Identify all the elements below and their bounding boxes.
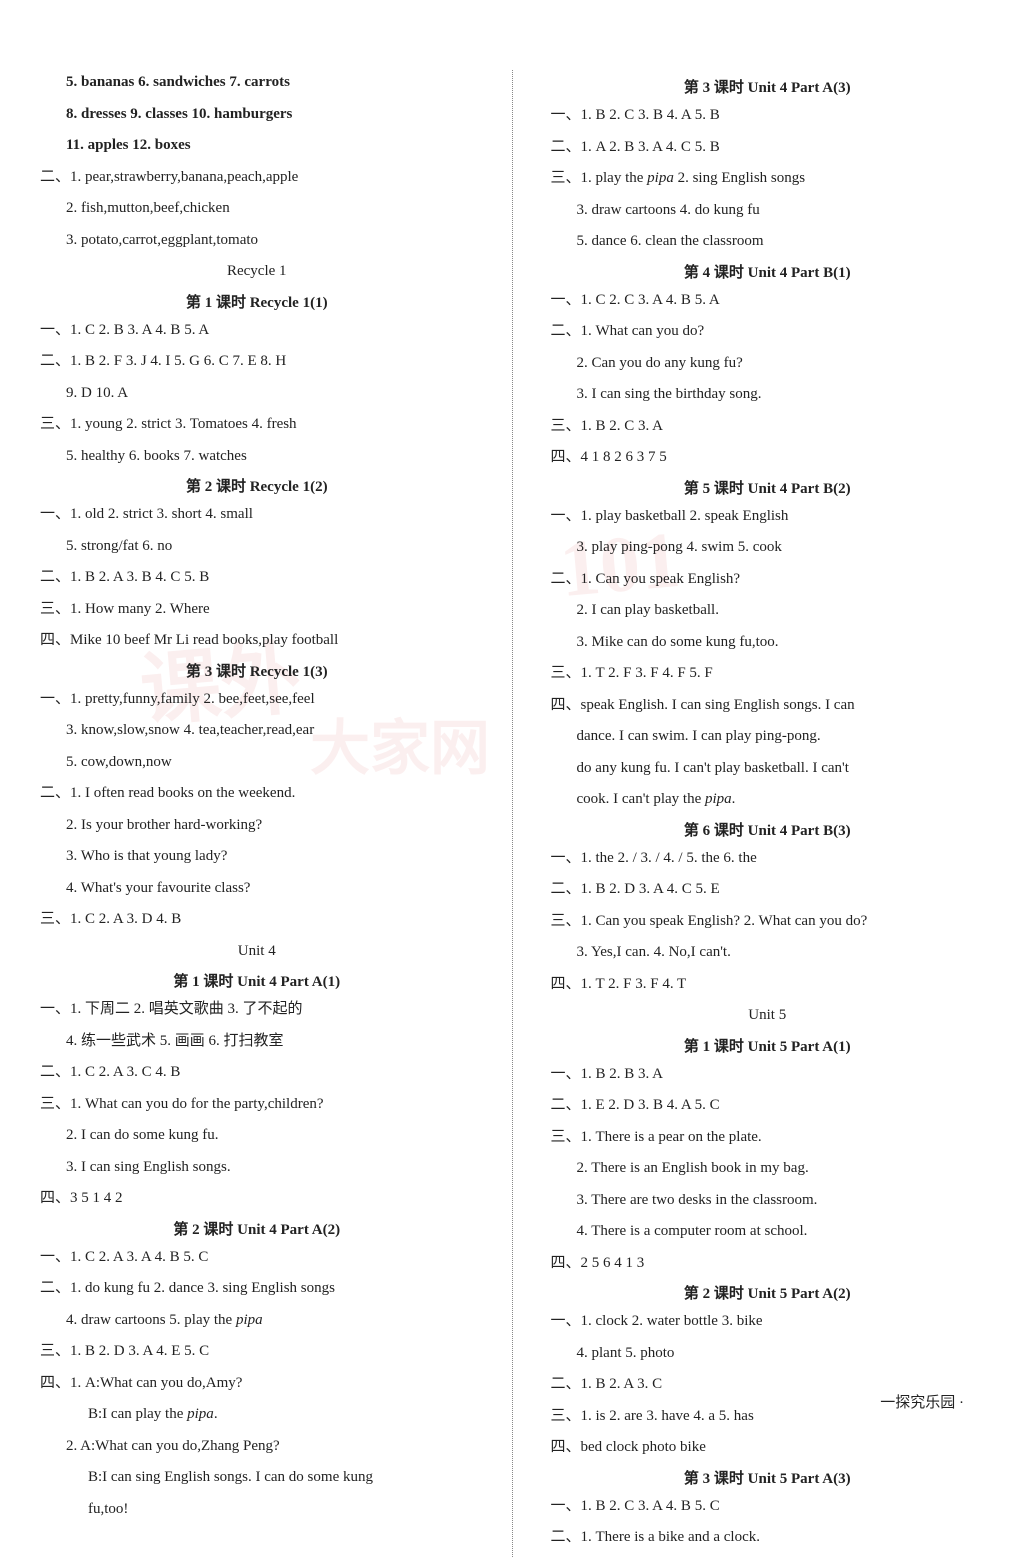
answer-line: 4. What's your favourite class? xyxy=(40,876,474,902)
answer-line: 四、bed clock photo bike xyxy=(551,1435,985,1461)
answer-line: 四、1. A:What can you do,Amy? xyxy=(40,1371,474,1397)
lesson-heading: 第 1 课时 Unit 5 Part A(1) xyxy=(551,1035,985,1056)
answer-line: 三、1. How many 2. Where xyxy=(40,597,474,623)
answer-line: 四、3 5 1 4 2 xyxy=(40,1186,474,1212)
answer-line: 4. 练一些武术 5. 画画 6. 打扫教室 xyxy=(40,1029,474,1055)
lesson-heading: 第 1 课时 Recycle 1(1) xyxy=(40,291,474,312)
answer-line: 5. healthy 6. books 7. watches xyxy=(40,444,474,470)
right-column: 第 3 课时 Unit 4 Part A(3) 一、1. B 2. C 3. B… xyxy=(551,70,985,1557)
answer-line: 三、1. B 2. D 3. A 4. E 5. C xyxy=(40,1339,474,1365)
answer-line: 三、1. Can you speak English? 2. What can … xyxy=(551,909,985,935)
answer-line: 3. Mike can do some kung fu,too. xyxy=(551,630,985,656)
page-content: 5. bananas 6. sandwiches 7. carrots 8. d… xyxy=(40,70,984,1557)
answer-line: 3. Who is that young lady? xyxy=(40,844,474,870)
answer-line: 3. draw cartoons 4. do kung fu xyxy=(551,198,985,224)
answer-line: 一、1. C 2. A 3. A 4. B 5. C xyxy=(40,1245,474,1271)
answer-line: dance. I can swim. I can play ping-pong. xyxy=(551,724,985,750)
answer-line: fu,too! xyxy=(40,1497,474,1523)
answer-line: 2. I can do some kung fu. xyxy=(40,1123,474,1149)
answer-line: 四、speak English. I can sing English song… xyxy=(551,693,985,719)
answer-line: 3. potato,carrot,eggplant,tomato xyxy=(40,228,474,254)
lesson-heading: 第 4 课时 Unit 4 Part B(1) xyxy=(551,261,985,282)
answer-line: 一、1. C 2. C 3. A 4. B 5. A xyxy=(551,288,985,314)
answer-line: 二、1. A 2. B 3. A 4. C 5. B xyxy=(551,135,985,161)
answer-line: 4. plant 5. photo xyxy=(551,1341,985,1367)
answer-line: 5. cow,down,now xyxy=(40,750,474,776)
answer-line: 三、1. play the pipa 2. sing English songs xyxy=(551,166,985,192)
answer-line: 四、4 1 8 2 6 3 7 5 xyxy=(551,445,985,471)
answer-line: 3. I can sing English songs. xyxy=(40,1155,474,1181)
answer-line: 三、1. There is a pear on the plate. xyxy=(551,1125,985,1151)
lesson-heading: 第 3 课时 Recycle 1(3) xyxy=(40,660,474,681)
section-heading: Unit 5 xyxy=(551,1003,985,1029)
answer-line: 二、1. Can you speak English? xyxy=(551,567,985,593)
answer-line: 二、1. C 2. A 3. C 4. B xyxy=(40,1060,474,1086)
answer-line: 二、1. B 2. A 3. B 4. C 5. B xyxy=(40,565,474,591)
answer-line: 三、1. What can you do for the party,child… xyxy=(40,1092,474,1118)
answer-line: 11. apples 12. boxes xyxy=(40,133,474,159)
answer-line: 3. play ping-pong 4. swim 5. cook xyxy=(551,535,985,561)
answer-line: 二、1. E 2. D 3. B 4. A 5. C xyxy=(551,1093,985,1119)
lesson-heading: 第 2 课时 Unit 4 Part A(2) xyxy=(40,1218,474,1239)
answer-line: 四、2 5 6 4 1 3 xyxy=(551,1251,985,1277)
answer-line: do any kung fu. I can't play basketball.… xyxy=(551,756,985,782)
answer-line: 一、1. pretty,funny,family 2. bee,feet,see… xyxy=(40,687,474,713)
answer-line: 一、1. B 2. C 3. A 4. B 5. C xyxy=(551,1494,985,1520)
column-divider xyxy=(512,70,513,1557)
answer-line: B:I can play the pipa. xyxy=(40,1402,474,1428)
answer-line: 3. I can sing the birthday song. xyxy=(551,382,985,408)
answer-line: 一、1. play basketball 2. speak English xyxy=(551,504,985,530)
answer-line: 2. fish,mutton,beef,chicken xyxy=(40,196,474,222)
answer-line: 三、1. young 2. strict 3. Tomatoes 4. fres… xyxy=(40,412,474,438)
answer-line: 一、1. C 2. B 3. A 4. B 5. A xyxy=(40,318,474,344)
answer-line: 3. Yes,I can. 4. No,I can't. xyxy=(551,940,985,966)
answer-line: 2. A:What can you do,Zhang Peng? xyxy=(40,1434,474,1460)
answer-line: 4. draw cartoons 5. play the pipa xyxy=(40,1308,474,1334)
answer-line: 3. There are two desks in the classroom. xyxy=(551,1188,985,1214)
answer-line: 二、1. What can you do? xyxy=(551,319,985,345)
answer-line: 二、1. do kung fu 2. dance 3. sing English… xyxy=(40,1276,474,1302)
answer-line: 二、1. B 2. A 3. C xyxy=(551,1372,985,1398)
answer-line: 2. Can you do any kung fu? xyxy=(551,351,985,377)
section-heading: Recycle 1 xyxy=(40,259,474,285)
answer-line: 一、1. B 2. B 3. A xyxy=(551,1062,985,1088)
answer-line: 5. dance 6. clean the classroom xyxy=(551,229,985,255)
answer-line: 三、1. C 2. A 3. D 4. B xyxy=(40,907,474,933)
lesson-heading: 第 5 课时 Unit 4 Part B(2) xyxy=(551,477,985,498)
answer-line: 一、1. 下周二 2. 唱英文歌曲 3. 了不起的 xyxy=(40,997,474,1023)
answer-line: 二、1. I often read books on the weekend. xyxy=(40,781,474,807)
lesson-heading: 第 2 课时 Recycle 1(2) xyxy=(40,475,474,496)
left-column: 5. bananas 6. sandwiches 7. carrots 8. d… xyxy=(40,70,474,1557)
answer-line: cook. I can't play the pipa. xyxy=(551,787,985,813)
answer-line: 三、1. B 2. C 3. A xyxy=(551,414,985,440)
lesson-heading: 第 1 课时 Unit 4 Part A(1) xyxy=(40,970,474,991)
answer-line: 二、1. pear,strawberry,banana,peach,apple xyxy=(40,165,474,191)
answer-line: 2. I can play basketball. xyxy=(551,598,985,624)
answer-line: 8. dresses 9. classes 10. hamburgers xyxy=(40,102,474,128)
answer-line: 三、1. is 2. are 3. have 4. a 5. has xyxy=(551,1404,985,1430)
section-heading: Unit 4 xyxy=(40,939,474,965)
lesson-heading: 第 3 课时 Unit 4 Part A(3) xyxy=(551,76,985,97)
answer-line: 二、1. B 2. D 3. A 4. C 5. E xyxy=(551,877,985,903)
answer-line: 3. know,slow,snow 4. tea,teacher,read,ea… xyxy=(40,718,474,744)
lesson-heading: 第 6 课时 Unit 4 Part B(3) xyxy=(551,819,985,840)
answer-line: 2. Is your brother hard-working? xyxy=(40,813,474,839)
answer-line: 5. bananas 6. sandwiches 7. carrots xyxy=(40,70,474,96)
answer-line: 5. strong/fat 6. no xyxy=(40,534,474,560)
answer-line: 四、1. T 2. F 3. F 4. T xyxy=(551,972,985,998)
answer-line: 9. D 10. A xyxy=(40,381,474,407)
answer-line: 四、Mike 10 beef Mr Li read books,play foo… xyxy=(40,628,474,654)
answer-line: 2. There is an English book in my bag. xyxy=(551,1156,985,1182)
answer-line: 4. There is a computer room at school. xyxy=(551,1219,985,1245)
lesson-heading: 第 3 课时 Unit 5 Part A(3) xyxy=(551,1467,985,1488)
answer-line: 一、1. old 2. strict 3. short 4. small xyxy=(40,502,474,528)
answer-line: 一、1. clock 2. water bottle 3. bike xyxy=(551,1309,985,1335)
answer-line: 一、1. the 2. / 3. / 4. / 5. the 6. the xyxy=(551,846,985,872)
lesson-heading: 第 2 课时 Unit 5 Part A(2) xyxy=(551,1282,985,1303)
answer-line: B:I can sing English songs. I can do som… xyxy=(40,1465,474,1491)
answer-line: 二、1. B 2. F 3. J 4. I 5. G 6. C 7. E 8. … xyxy=(40,349,474,375)
answer-line: 二、1. There is a bike and a clock. xyxy=(551,1525,985,1551)
answer-line: 三、1. T 2. F 3. F 4. F 5. F xyxy=(551,661,985,687)
answer-line: 一、1. B 2. C 3. B 4. A 5. B xyxy=(551,103,985,129)
